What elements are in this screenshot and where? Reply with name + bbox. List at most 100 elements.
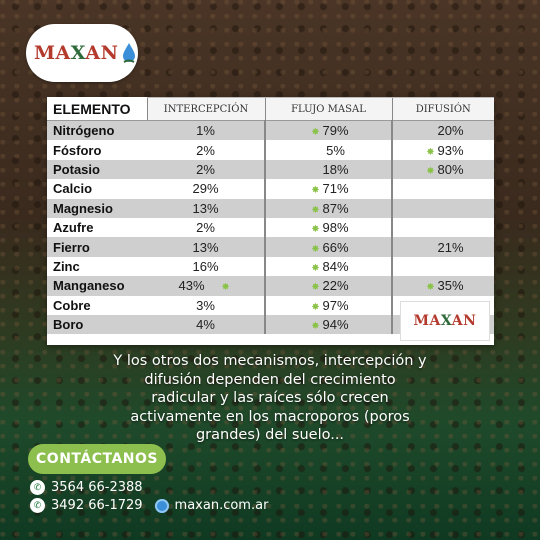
- difusion-cell: 20%: [391, 120, 494, 141]
- brand-logo: MAXAN: [26, 24, 138, 82]
- flujo-masal-cell: ✸ 87%: [264, 198, 392, 218]
- table-row: Nitrógeno 1% ✸ 79% 20%: [47, 120, 494, 141]
- brand-name: MAXAN: [34, 42, 119, 64]
- intercepcion-cell: 13%: [147, 198, 265, 218]
- website-link[interactable]: maxan.com.ar: [174, 498, 269, 513]
- header-flujo-masal: FLUJO MASAL: [264, 97, 392, 121]
- element-name-cell-value: Fierro: [53, 239, 90, 255]
- difusion-cell-value: 20%: [437, 123, 464, 139]
- star-icon: ✸: [311, 243, 320, 255]
- intercepcion-cell-value: 16%: [192, 258, 219, 274]
- table-row: Manganeso 43% ✸ ✸ 22% ✸ 35%: [47, 276, 494, 296]
- intercepcion-cell: 3%: [147, 296, 265, 315]
- intercepcion-cell-value: 13%: [192, 200, 219, 216]
- star-icon: ✸: [311, 204, 320, 216]
- flujo-masal-cell-value: 94%: [322, 317, 349, 333]
- flujo-masal-cell-value: 18%: [322, 161, 349, 177]
- flujo-masal-cell: ✸ 97%: [264, 295, 392, 315]
- element-name-cell-value: Manganeso: [53, 278, 125, 294]
- header-difusion: DIFUSIÓN: [391, 97, 494, 121]
- nutrient-table: ELEMENTO INTERCEPCIÓN FLUJO MASAL DIFUSI…: [47, 97, 494, 345]
- element-name-cell: Potasio: [47, 159, 147, 180]
- intercepcion-cell-value: 29%: [192, 181, 219, 197]
- difusion-cell-value: 21%: [437, 239, 464, 255]
- element-name-cell-value: Magnesio: [53, 200, 113, 216]
- flujo-masal-cell-value: 79%: [322, 123, 349, 139]
- intercepcion-cell-value: 43%: [178, 278, 205, 294]
- flujo-masal-cell-value: 22%: [322, 278, 349, 294]
- intercepcion-cell: 2%: [147, 218, 265, 237]
- table-row: Zinc 16% ✸ 84%: [47, 256, 494, 277]
- star-icon: ✸: [311, 127, 320, 139]
- intercepcion-cell-value: 13%: [192, 239, 219, 255]
- flujo-masal-cell-value: 87%: [322, 200, 349, 216]
- intercepcion-cell: 2%: [147, 159, 265, 180]
- element-name-cell: Fósforo: [47, 140, 147, 159]
- element-name-cell-value: Boro: [53, 317, 84, 333]
- intercepcion-cell-value: 4%: [196, 317, 215, 333]
- caption-line: radicular y las raíces sólo crecen: [151, 390, 389, 406]
- difusion-cell-value: 35%: [437, 278, 464, 294]
- flujo-masal-cell: ✸ 22%: [264, 276, 392, 296]
- star-icon: ✸: [311, 224, 320, 236]
- element-name-cell: Zinc: [47, 257, 147, 276]
- phone-row-1[interactable]: ✆ 3564 66-2388: [30, 480, 143, 495]
- caption-line: difusión dependen del crecimiento: [144, 371, 396, 388]
- star-icon: ✸: [311, 282, 320, 294]
- star-icon: ✸: [311, 262, 320, 274]
- intercepcion-cell-value: 1%: [196, 123, 215, 139]
- table-brand-logo: MAXAN: [400, 301, 490, 341]
- intercepcion-cell-value: 3%: [196, 297, 215, 313]
- flujo-masal-cell-value: 84%: [322, 258, 349, 274]
- table-row: Fierro 13% ✸ 66% 21%: [47, 237, 494, 257]
- table-row: Azufre 2% ✸ 98%: [47, 217, 494, 238]
- intercepcion-cell: 4%: [147, 314, 265, 335]
- flujo-masal-cell-value: 97%: [322, 297, 349, 313]
- element-name-cell-value: Fósforo: [53, 142, 102, 158]
- intercepcion-cell-value: 2%: [196, 220, 215, 236]
- difusion-cell: [391, 198, 494, 218]
- element-name-cell-value: Cobre: [53, 297, 91, 313]
- flujo-masal-cell: ✸ 71%: [264, 179, 392, 199]
- difusion-cell-value: 80%: [437, 161, 464, 177]
- intercepcion-cell: 2%: [147, 140, 265, 159]
- header-elemento: ELEMENTO: [47, 97, 147, 121]
- intercepcion-cell-value: 2%: [196, 161, 215, 177]
- contact-button[interactable]: CONTÁCTANOS: [28, 444, 166, 474]
- intercepcion-cell: 1%: [147, 120, 265, 141]
- intercepcion-cell: 29%: [147, 179, 265, 198]
- phone-number: 3492 66-1729: [51, 498, 143, 513]
- intercepcion-cell: 43% ✸: [147, 276, 265, 296]
- star-icon: ✸: [311, 185, 320, 197]
- star-icon: ✸: [311, 321, 320, 333]
- element-name-cell: Fierro: [47, 237, 147, 257]
- caption-line: grandes) del suelo...: [195, 427, 345, 443]
- caption-line: Y los otros dos mecanismos, intercepción…: [113, 353, 427, 369]
- intercepcion-cell: 16%: [147, 257, 265, 276]
- flujo-masal-cell: ✸ 94%: [264, 314, 392, 335]
- caption-text: Y los otros dos mecanismos, intercepción…: [70, 352, 470, 445]
- table-row: Potasio 2% 18% ✸ 80%: [47, 159, 494, 180]
- phone-row-2[interactable]: ✆ 3492 66-1729 maxan.com.ar: [30, 498, 268, 513]
- flujo-masal-cell-value: 66%: [322, 239, 349, 255]
- phone-number: 3564 66-2388: [51, 480, 143, 495]
- element-name-cell-value: Calcio: [53, 181, 93, 197]
- flujo-masal-cell: ✸ 66%: [264, 237, 392, 257]
- flujo-masal-cell: ✸ 84%: [264, 256, 392, 277]
- flujo-masal-cell: 5%: [264, 140, 392, 160]
- difusion-cell: [391, 217, 494, 238]
- element-name-cell: Boro: [47, 314, 147, 335]
- table-row: Magnesio 13% ✸ 87%: [47, 198, 494, 218]
- intercepcion-cell: 13%: [147, 237, 265, 257]
- flujo-masal-cell: 18%: [264, 159, 392, 180]
- star-icon: ✸: [426, 165, 435, 177]
- star-icon: ✸: [426, 146, 435, 158]
- difusion-cell: ✸ 80%: [391, 159, 494, 180]
- table-row: Fósforo 2% 5% ✸ 93%: [47, 140, 494, 160]
- flujo-masal-cell-value: 71%: [322, 181, 349, 197]
- intercepcion-cell-value: 2%: [196, 142, 215, 158]
- header-intercepcion: INTERCEPCIÓN: [146, 97, 265, 121]
- element-name-cell: Calcio: [47, 179, 147, 198]
- element-name-cell-value: Potasio: [53, 161, 100, 177]
- difusion-cell: ✸ 93%: [391, 140, 494, 160]
